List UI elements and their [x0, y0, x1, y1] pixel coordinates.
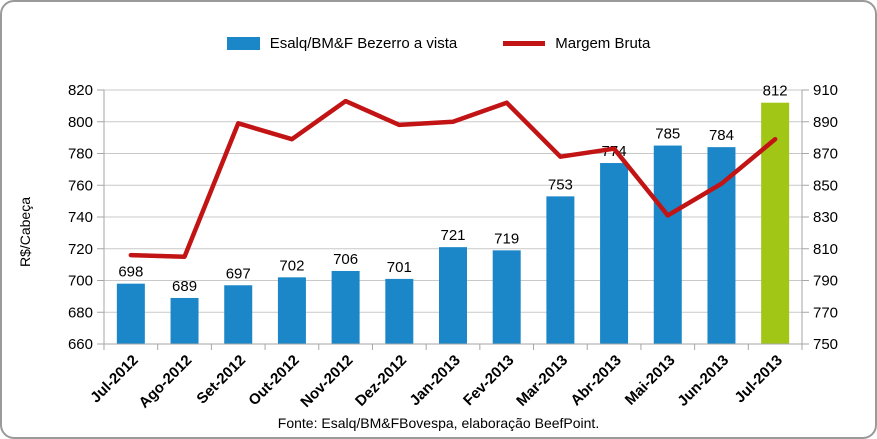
x-axis-label: Abr-2013 [567, 352, 624, 409]
bar-Mai-2013 [653, 145, 682, 344]
legend-label-margem: Margem Bruta [555, 35, 651, 52]
legend-label-bezerro: Esalq/BM&F Bezerro a vista [269, 35, 458, 52]
x-axis-label: Fev-2013 [460, 352, 517, 409]
bar-value-label: 706 [333, 251, 358, 268]
bar-Jul-2012 [116, 283, 145, 344]
left-axis-tick-label: 660 [68, 336, 93, 353]
right-axis-tick-label: 790 [813, 273, 838, 290]
legend-line-swatch [503, 41, 546, 46]
left-axis-tick-label: 680 [68, 304, 93, 321]
bar-value-label: 701 [387, 259, 412, 276]
left-axis-tick-label: 780 [68, 146, 93, 163]
x-axis-label: Ago-2012 [136, 352, 196, 412]
x-axis-label: Out-2012 [245, 352, 302, 409]
bar-value-label: 753 [548, 176, 573, 193]
legend-item-margem: Margem Bruta [503, 35, 650, 52]
bar-Out-2012 [277, 277, 306, 344]
bar-Set-2012 [224, 285, 253, 344]
bar-Abr-2013 [600, 163, 629, 344]
left-axis-tick-label: 760 [68, 177, 93, 194]
bar-Jul-2013 [761, 102, 790, 344]
bar-value-label: 698 [118, 264, 143, 281]
right-axis-tick-label: 870 [813, 146, 838, 163]
bar-Nov-2012 [331, 270, 360, 344]
left-axis-tick-label: 800 [68, 114, 93, 131]
x-axis-label: Jul-2013 [732, 352, 786, 406]
x-axis-label: Jan-2013 [406, 352, 463, 409]
bar-Jun-2013 [707, 147, 736, 344]
bar-value-label: 702 [279, 257, 304, 274]
x-axis-label: Jun-2013 [674, 352, 732, 410]
bar-value-label: 812 [763, 83, 788, 100]
left-axis-tick-label: 820 [68, 82, 93, 99]
y-axis-title: R$/Cabeça [17, 196, 33, 268]
right-axis-tick-label: 890 [813, 114, 838, 131]
bar-value-label: 689 [172, 278, 197, 295]
x-axis-label: Set-2012 [193, 352, 249, 408]
bar-Fev-2013 [492, 250, 521, 344]
right-axis-tick-label: 850 [813, 177, 838, 194]
legend: Esalq/BM&F Bezerro a vista Margem Bruta [2, 35, 875, 52]
bar-value-label: 785 [655, 126, 680, 143]
left-axis-tick-label: 700 [68, 273, 93, 290]
source-note: Fonte: Esalq/BM&FBovespa, elaboração Bee… [277, 415, 600, 431]
left-axis-tick-label: 720 [68, 241, 93, 258]
right-axis-tick-label: 770 [813, 304, 838, 321]
bar-value-label: 784 [709, 127, 734, 144]
bar-Jan-2013 [439, 247, 467, 344]
bar-value-label: 697 [226, 265, 251, 282]
bar-value-label: 721 [440, 227, 465, 244]
x-axis-label: Mai-2013 [622, 352, 679, 409]
left-axis-tick-label: 740 [68, 209, 93, 226]
bar-Ago-2012 [170, 297, 199, 344]
right-axis-tick-label: 910 [813, 82, 838, 99]
x-axis-label: Mar-2013 [513, 352, 571, 410]
x-axis-label: Nov-2012 [297, 352, 356, 411]
margem-bruta-line [128, 98, 778, 259]
legend-item-bezerro: Esalq/BM&F Bezerro a vista [226, 35, 458, 52]
bar-Dez-2012 [385, 278, 414, 344]
right-axis-tick-label: 810 [813, 241, 838, 258]
right-axis-tick-label: 830 [813, 209, 838, 226]
legend-bar-swatch [226, 37, 260, 50]
x-axis-label: Dez-2012 [352, 352, 410, 410]
bar-Mar-2013 [546, 196, 575, 344]
x-axis-label: Jul-2012 [87, 352, 141, 406]
right-axis-tick-label: 750 [813, 336, 838, 353]
bar-value-label: 719 [494, 230, 519, 247]
